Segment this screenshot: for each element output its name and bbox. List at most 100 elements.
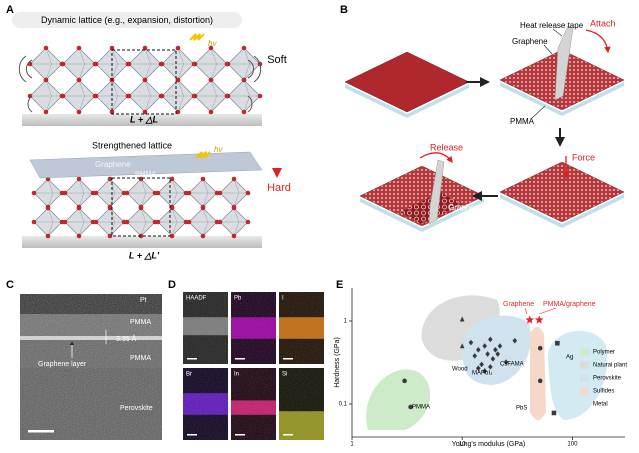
atom: [107, 176, 113, 182]
strengthened-title: Strengthened lattice: [92, 140, 172, 150]
octahedron-face: [96, 47, 128, 81]
octahedron-face: [228, 47, 260, 81]
slabs: [344, 49, 625, 232]
map-noise: [183, 368, 228, 440]
legend-label: Sulfides: [593, 389, 614, 395]
tape: [428, 159, 445, 225]
atom: [155, 219, 161, 225]
atom: [93, 61, 99, 67]
point: [402, 378, 407, 384]
atom: [76, 233, 82, 239]
atom: [76, 77, 82, 83]
atom: [175, 77, 181, 83]
photon: hν: [208, 39, 216, 48]
legend-label: Polymer: [593, 350, 615, 356]
scale-bar: [283, 434, 293, 436]
point-label: CsFAMA: [500, 362, 524, 368]
atom: [62, 190, 68, 196]
atom: [124, 190, 130, 196]
x-tick-label: 100: [567, 442, 578, 448]
atom: [45, 205, 51, 211]
atom: [200, 233, 206, 239]
point: [479, 361, 484, 368]
octahedron-face: [63, 79, 95, 113]
soft-label: Soft: [267, 54, 287, 66]
legend-swatch: [580, 387, 589, 395]
octahedron-face: [189, 207, 217, 237]
legend-swatch: [580, 348, 589, 356]
tape: [554, 25, 574, 101]
graphene-label: Graphene: [95, 160, 131, 169]
atom: [200, 176, 206, 182]
point: [497, 343, 503, 349]
leader: [524, 307, 528, 315]
map-label: I: [282, 296, 284, 302]
y-axis-label: Hardness (GPa): [334, 337, 341, 388]
atom: [186, 190, 192, 196]
atom: [155, 190, 161, 196]
point: [490, 356, 496, 362]
atom: [138, 205, 144, 211]
arrow-head: [272, 168, 282, 178]
atom: [208, 77, 214, 83]
point: [512, 337, 518, 344]
highlight-star: [525, 315, 535, 324]
x-axis-label: Young's modulus (GPa): [452, 441, 525, 448]
atom: [169, 205, 175, 211]
graphene-label: Graphene: [448, 203, 484, 212]
point: [459, 316, 465, 322]
map-label: In: [234, 372, 239, 378]
attach-label: Attach: [590, 18, 616, 28]
scale-bar: [283, 358, 293, 360]
octahedron-face: [34, 207, 62, 237]
point: [551, 410, 557, 416]
atom: [231, 233, 237, 239]
leader: [543, 44, 553, 55]
atom: [107, 205, 113, 211]
unit-cell: [111, 49, 177, 115]
point-label: Wood: [452, 367, 468, 373]
title-box: [12, 12, 242, 28]
atom: [124, 219, 130, 225]
atom: [76, 45, 82, 51]
point: [482, 368, 488, 374]
slab-top: [499, 161, 625, 223]
atom: [245, 190, 251, 196]
atom: [159, 61, 165, 67]
octahedron-face: [162, 47, 194, 81]
atom: [142, 109, 148, 115]
panel-a: A Dynamic lattice (e.g., expansion, dist…: [6, 4, 291, 260]
atom: [245, 219, 251, 225]
photon: hν: [214, 145, 222, 154]
legend-swatch: [580, 400, 589, 408]
chart: 1 10 100 0.1 1 Young's modulus (GPa) Hardness …: [334, 288, 627, 448]
hard-label: Hard: [267, 182, 291, 194]
leader: [531, 105, 546, 119]
octahedron-face: [30, 47, 62, 81]
atom: [43, 109, 49, 115]
atom: [192, 61, 198, 67]
point: [495, 351, 501, 357]
atom: [60, 61, 66, 67]
scale-bar: [28, 430, 54, 433]
atom: [93, 219, 99, 225]
light-wave: [195, 151, 211, 159]
octahedron-face: [195, 79, 227, 113]
point: [482, 343, 488, 349]
scale-bar: [187, 434, 197, 436]
point-label: PMMA: [412, 405, 430, 411]
atom: [175, 45, 181, 51]
map-label: Si: [282, 372, 287, 378]
octahedron-face: [189, 178, 217, 208]
vibration: [18, 55, 262, 113]
octahedron-face: [30, 79, 62, 113]
y-tick-label: 0.1: [339, 402, 348, 408]
panel-b: B Heat release tape Graphene Attach PMMA…: [340, 4, 625, 232]
tape-label: Heat release tape: [520, 21, 584, 30]
atom: [208, 45, 214, 51]
unit-cell: [111, 177, 171, 237]
lattice: [27, 45, 263, 115]
point: [503, 359, 509, 365]
